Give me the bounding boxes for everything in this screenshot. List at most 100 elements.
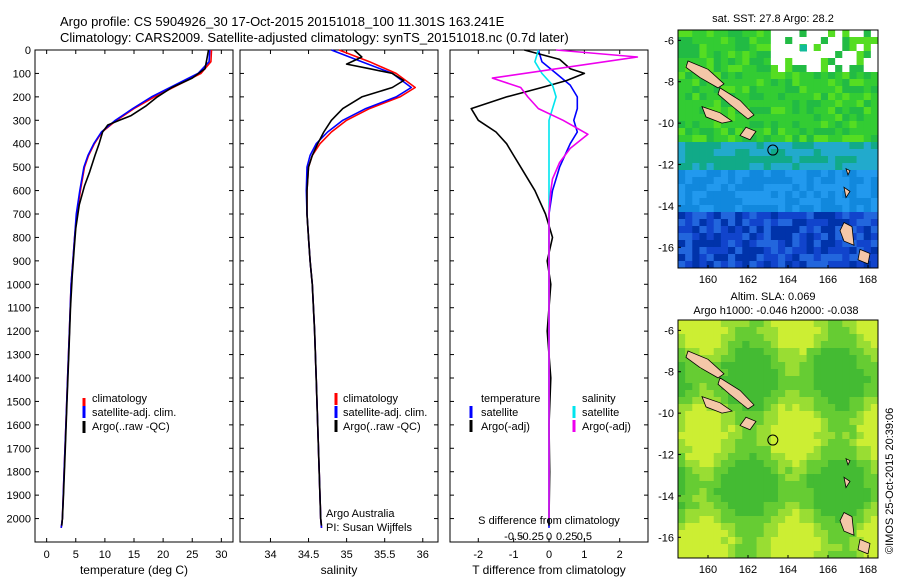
map-cell [763,488,772,496]
map-cell [699,425,707,433]
map-cell [742,509,750,517]
map-cell [813,219,822,227]
legend-satellite-label: satellite-adj. clim. [92,407,176,419]
map-cell [749,383,757,391]
map-cell [728,191,736,199]
x-tick-label: 35.5 [374,549,395,561]
map-cell [835,551,843,559]
map-cell [792,212,800,220]
map-cell [770,404,779,412]
map-cell [749,107,757,115]
map-cell [806,107,815,115]
map-cell [835,474,843,482]
map-cell [749,72,757,80]
map-cell [849,355,857,363]
map-cell [685,247,693,255]
map-cell [849,390,857,398]
map-cell [749,205,757,213]
map-cell [870,369,879,377]
map-cell [799,467,807,475]
map-cell [778,107,786,115]
map-cell [863,170,872,178]
map-cell [749,348,757,356]
map-cell [685,198,693,206]
map-cell [706,128,715,136]
map-cell [742,219,750,227]
map-cell [806,453,815,461]
map-cell [799,254,807,262]
map-cell [770,247,779,255]
map-cell [685,30,693,38]
map-cell [828,205,836,213]
map-cell [756,418,765,426]
map-cell [756,72,765,80]
map-cell [813,397,822,405]
map-cell [842,240,850,248]
map-cell [756,362,765,370]
map-cell [849,79,857,87]
map-cell [778,30,786,38]
map-cell [763,247,772,255]
map-cell [685,240,693,248]
header-line1: Argo profile: CS 5904926_30 17-Oct-2015 … [60,14,505,29]
map-cell [813,502,822,510]
map-cell [870,544,879,552]
map-cell [842,369,850,377]
map-cell [820,474,829,482]
map-cell [849,362,857,370]
map-cell [678,30,686,38]
map-cell [842,184,850,192]
map-cell [720,240,729,248]
map-cell [713,240,722,248]
map-cell [763,37,772,45]
map-cell [678,233,686,241]
map-cell [678,551,686,559]
map-cell [806,544,815,552]
map-cell [792,397,800,405]
map-cell [692,86,700,94]
map-cell [756,355,765,363]
y-tick-label: 1800 [7,467,31,479]
map-cell [756,51,765,59]
map-cell [849,93,857,101]
top-tick-label: -0.25 [519,531,544,543]
map-y-tick-label: -6 [664,325,674,337]
map-cell [799,418,807,426]
map-cell [685,226,693,234]
map-cell [692,467,700,475]
map-cell [870,502,879,510]
map-cell [778,170,786,178]
map-cell [792,177,800,185]
map-cell [728,516,736,524]
map-cell [742,474,750,482]
map-cell [792,474,800,482]
map-cell [756,170,765,178]
map-cell [785,198,793,206]
map-cell [863,261,872,269]
map-cell [863,114,872,122]
map-cell [870,170,879,178]
map-cell [828,233,836,241]
map-cell [828,135,836,143]
map-cell [742,537,750,545]
map-cell [749,100,757,108]
map-cell [706,247,715,255]
map-cell [792,72,800,80]
map-cell [813,79,822,87]
map-cell [763,93,772,101]
map-cell [685,219,693,227]
map-cell [849,446,857,454]
map-cell [828,376,836,384]
map-cell [792,509,800,517]
map-cell [828,453,836,461]
x-tick-label: 30 [215,549,227,561]
map-cell [799,369,807,377]
map-cell [699,247,707,255]
map-cell [820,170,829,178]
map-cell [778,44,786,52]
map-cell [706,523,715,531]
map-cell [735,254,743,262]
map-cell [713,362,722,370]
map-cell [870,86,879,94]
map-cell [849,467,857,475]
